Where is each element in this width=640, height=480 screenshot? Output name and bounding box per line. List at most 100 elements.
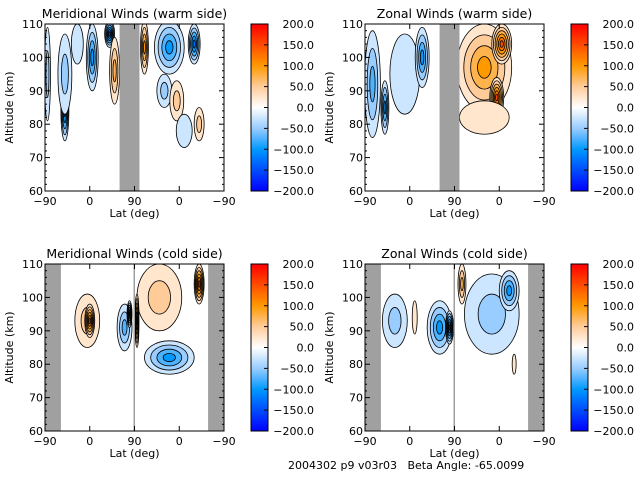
contour-region	[389, 33, 421, 115]
contour-region	[162, 352, 176, 363]
panel-zonal-warm: Zonal Winds (warm side) 60 70 80 90 100 110 −90…	[320, 0, 640, 240]
x-tick-label: −90	[212, 195, 235, 208]
x-tick-label: −90	[33, 195, 56, 208]
contour-region	[61, 53, 69, 95]
y-tick-label: 90	[349, 85, 363, 98]
y-tick-label: 90	[349, 325, 363, 338]
x-tick-label: 0	[406, 435, 413, 448]
colorbar-tick-label: 50.0	[610, 81, 635, 94]
colorbar-tick-label: 100.0	[603, 300, 635, 313]
contour-region	[175, 113, 193, 148]
contour-region	[143, 40, 146, 55]
x-tick-label: 90	[128, 195, 142, 208]
y-tick-label: 70	[29, 152, 43, 165]
contour-region	[128, 311, 131, 317]
colorbar-tick-label: −200.0	[273, 185, 314, 198]
colorbar-tick-label: 100.0	[603, 60, 635, 73]
y-axis-label: Altitude (km)	[3, 71, 16, 143]
colorbar-tick-label: −100.0	[593, 143, 634, 156]
contour-region	[112, 59, 117, 83]
x-tick-label: 90	[128, 435, 142, 448]
footer-info: 2004302 p9 v03r03 Beta Angle: -65.0099	[288, 459, 525, 472]
colorbar-tick-label: −50.0	[280, 362, 314, 375]
x-tick-label: 0	[86, 435, 93, 448]
no-data-band	[45, 264, 61, 431]
x-tick-label: 0	[496, 435, 503, 448]
y-tick-label: 80	[349, 118, 363, 131]
y-tick-label: 80	[29, 358, 43, 371]
no-data-band	[208, 264, 224, 431]
x-tick-label: 0	[406, 195, 413, 208]
colorbar-tick-label: −200.0	[593, 425, 634, 438]
contour-region	[369, 65, 376, 103]
chart-title: Meridional Winds (warm side)	[42, 6, 227, 21]
y-tick-label: 70	[29, 392, 43, 405]
colorbar-tick-label: 100.0	[283, 300, 315, 313]
x-tick-label: 0	[496, 195, 503, 208]
y-axis-label: Altitude (km)	[3, 311, 16, 383]
colorbar-tick-label: −200.0	[273, 425, 314, 438]
y-tick-label: 100	[342, 51, 363, 64]
contour-region	[477, 56, 492, 79]
colorbar-tick-label: 150.0	[283, 39, 315, 52]
y-tick-label: 100	[342, 291, 363, 304]
contour-region	[460, 276, 464, 292]
contour-chart: Meridional Winds (warm side) 60 70 80 90 100 1…	[3, 6, 315, 220]
y-tick-label: 100	[22, 51, 43, 64]
contour-region	[90, 48, 95, 67]
y-axis-label: Altitude (km)	[323, 71, 336, 143]
contour-region	[147, 280, 171, 315]
plot-area	[45, 264, 224, 431]
chart-title: Zonal Winds (warm side)	[377, 6, 532, 21]
chart-title: Zonal Winds (cold side)	[381, 246, 527, 261]
panel-meridional-cold: Meridional Winds (cold side) 60 70 80 90 100 1…	[0, 240, 320, 480]
x-tick-label: −90	[33, 435, 56, 448]
colorbar-tick-label: 100.0	[283, 60, 315, 73]
colorbar-tick-label: −100.0	[273, 143, 314, 156]
contour-region	[192, 39, 196, 49]
x-tick-label: 90	[448, 435, 462, 448]
contour-region	[197, 280, 201, 288]
contour-region	[88, 317, 91, 324]
x-axis-label: Lat (deg)	[110, 447, 160, 460]
x-tick-label: 90	[448, 195, 462, 208]
x-tick-label: 0	[176, 435, 183, 448]
colorbar-tick-label: −150.0	[593, 404, 634, 417]
contour-region	[383, 100, 387, 115]
contour-region	[448, 324, 451, 331]
contour-region	[121, 319, 128, 336]
panel-meridional-warm: Meridional Winds (warm side) 60 70 80 90 100 1…	[0, 0, 320, 240]
colorbar-tick-label: 150.0	[603, 39, 635, 52]
y-tick-label: 80	[29, 118, 43, 131]
no-data-band	[365, 264, 381, 431]
y-tick-label: 90	[29, 85, 43, 98]
contour-chart: Zonal Winds (cold side) 60 70 80 90 100 110 −90…	[323, 246, 635, 460]
contour-region	[196, 115, 203, 133]
plot-area	[365, 24, 544, 191]
x-axis-label: Lat (deg)	[430, 207, 480, 220]
contour-chart: Zonal Winds (warm side) 60 70 80 90 100 110 −90…	[323, 6, 635, 220]
y-tick-label: 60	[29, 425, 43, 438]
colorbar-tick-label: 150.0	[603, 279, 635, 292]
no-data-band	[439, 24, 460, 191]
y-tick-label: 60	[29, 185, 43, 198]
x-tick-label: −90	[532, 435, 555, 448]
colorbar-tick-label: 200.0	[283, 18, 315, 31]
colorbar-tick-label: −150.0	[593, 164, 634, 177]
x-tick-label: −90	[532, 195, 555, 208]
colorbar-tick-label: −150.0	[273, 164, 314, 177]
plot-area	[365, 264, 544, 431]
colorbar-tick-label: −50.0	[280, 122, 314, 135]
y-tick-label: 70	[349, 152, 363, 165]
contour-region	[459, 100, 510, 135]
contour-region	[160, 82, 169, 100]
y-tick-label: 110	[342, 18, 363, 31]
y-tick-label: 60	[349, 425, 363, 438]
y-tick-label: 70	[349, 392, 363, 405]
x-axis-label: Lat (deg)	[430, 447, 480, 460]
contour-region	[511, 353, 517, 375]
colorbar-tick-label: 200.0	[603, 18, 635, 31]
contour-region	[45, 50, 50, 98]
colorbar-tick-label: −150.0	[273, 404, 314, 417]
colorbar-tick-label: −100.0	[593, 383, 634, 396]
